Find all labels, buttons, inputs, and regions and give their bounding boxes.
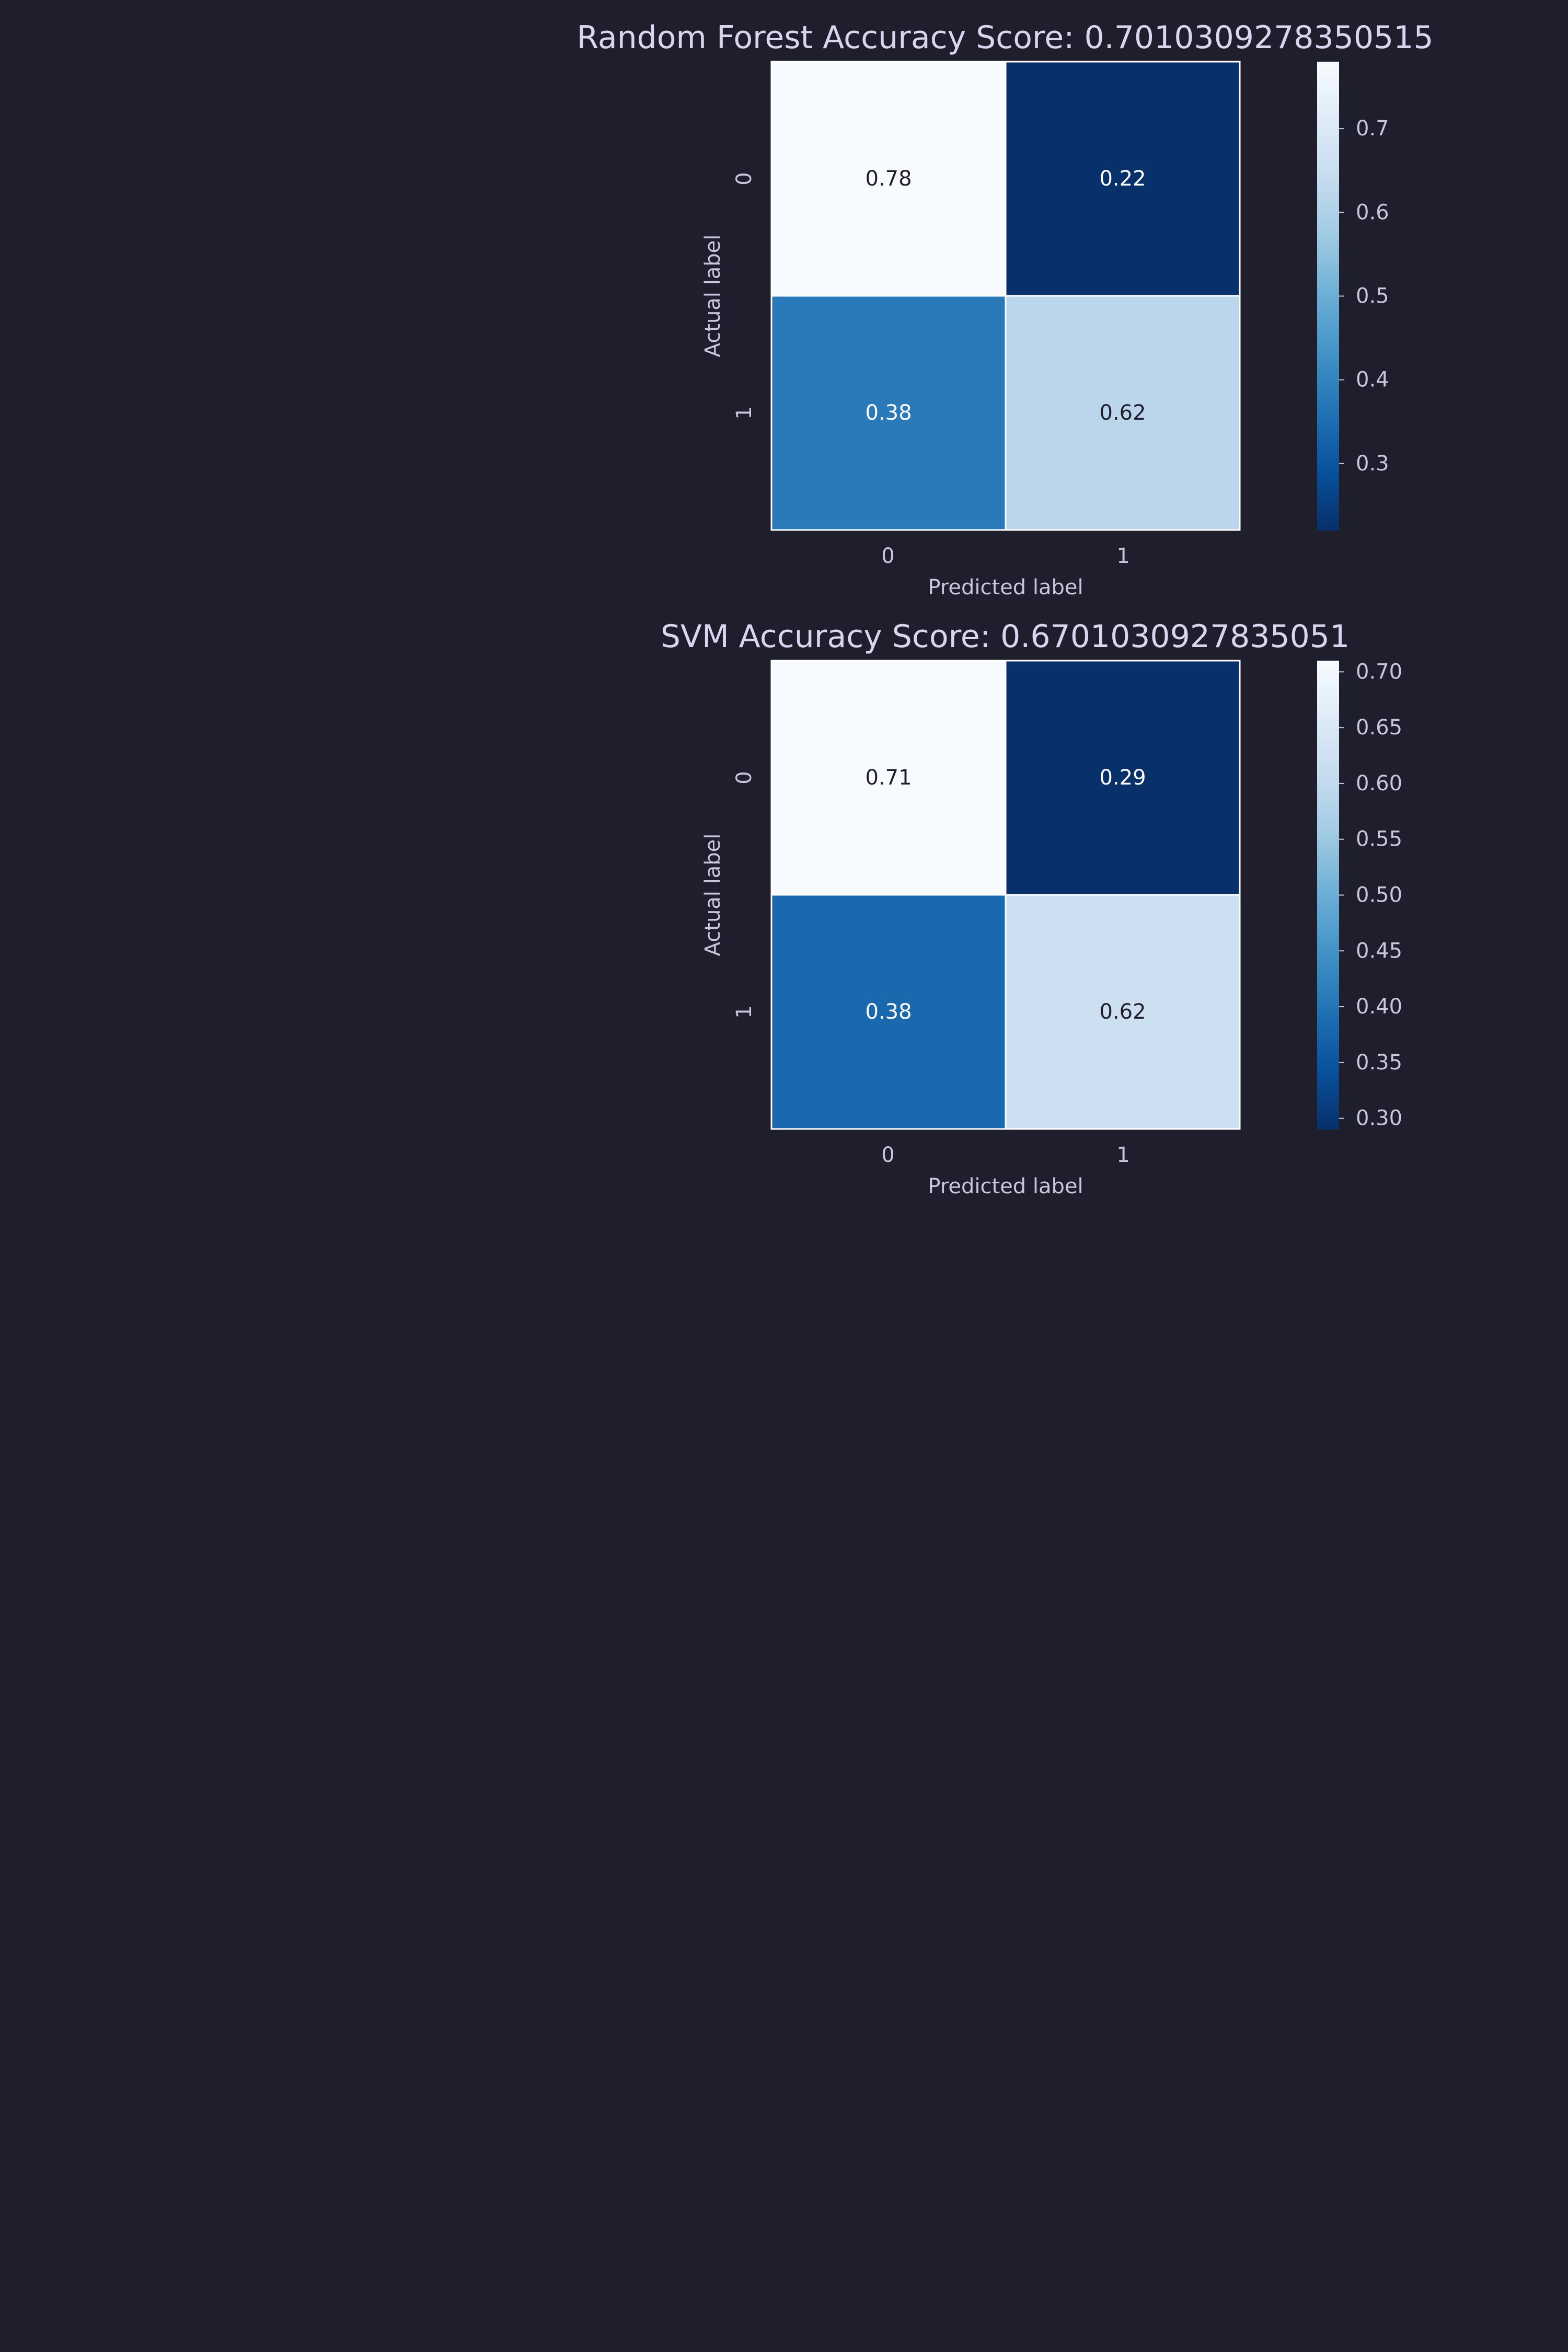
colorbar-tick-label: 0.70	[1356, 660, 1402, 684]
colorbar-tick-label: 0.30	[1356, 1106, 1402, 1131]
heatmap-cell-0-0	[770, 61, 1007, 297]
colorbar-tick-label: 0.40	[1356, 995, 1402, 1019]
confusion-matrix-random-forest: Random Forest Accuracy Score: 0.70103092…	[577, 19, 1433, 599]
colorbar-ticks: 0.30 0.35 0.40 0.45 0.50 0.55 0.60 0.65 0.70	[1339, 660, 1402, 1131]
colorbar	[1317, 62, 1339, 531]
colorbar-tick-label: 0.6	[1356, 200, 1389, 224]
cell-value-label-0-0: 0.78	[865, 167, 912, 191]
cell-value-label-1-0: 0.38	[865, 401, 912, 425]
cell-value-label-0-0: 0.71	[865, 766, 912, 790]
heatmap-cell-1-0	[770, 894, 1007, 1130]
x-tick-label-1: 1	[1116, 1143, 1129, 1167]
colorbar	[1317, 661, 1339, 1129]
cell-value-label-1-1: 0.62	[1099, 1000, 1146, 1024]
x-tick-label-1: 1	[1116, 544, 1129, 568]
colorbar-tick-label: 0.7	[1356, 117, 1389, 141]
colorbar-tick-label: 0.35	[1356, 1051, 1402, 1075]
chart-title: SVM Accuracy Score: 0.6701030927835051	[661, 618, 1350, 655]
y-tick-label-0: 0	[732, 771, 756, 784]
colorbar-tick-label: 0.4	[1356, 368, 1389, 392]
y-axis-label: Actual label	[701, 834, 725, 956]
colorbar-tick-label: 0.45	[1356, 939, 1402, 963]
cell-value-label-1-0: 0.38	[865, 1000, 912, 1024]
cell-value-label-0-1: 0.22	[1099, 167, 1146, 191]
cell-value-label-1-1: 0.62	[1099, 401, 1146, 425]
y-tick-label-1: 1	[732, 406, 756, 419]
y-tick-label-1: 1	[732, 1005, 756, 1018]
heatmap-cell-1-1	[1005, 894, 1241, 1130]
x-tick-label-0: 0	[881, 1143, 894, 1167]
colorbar-tick-label: 0.55	[1356, 827, 1402, 851]
x-axis-label: Predicted label	[928, 1174, 1083, 1198]
confusion-matrix-svm: SVM Accuracy Score: 0.6701030927835051 0…	[661, 618, 1402, 1198]
heatmap-cell-0-1	[1005, 660, 1241, 896]
chart-title: Random Forest Accuracy Score: 0.70103092…	[577, 19, 1433, 56]
colorbar-tick-label: 0.65	[1356, 716, 1402, 740]
cell-annotations: 0.78 0.22 0.38 0.62	[865, 167, 1146, 425]
heatmap-cell-1-0	[770, 295, 1007, 531]
colorbar-tick-label: 0.50	[1356, 883, 1402, 907]
x-axis-label: Predicted label	[928, 575, 1083, 599]
heatmap-cells	[770, 660, 1241, 1130]
y-axis-label: Actual label	[701, 235, 725, 358]
heatmap-cell-1-1	[1005, 295, 1241, 531]
x-tick-label-0: 0	[881, 544, 894, 568]
cell-annotations: 0.71 0.29 0.38 0.62	[865, 766, 1146, 1024]
heatmap-cells	[770, 61, 1241, 531]
y-tick-label-0: 0	[732, 172, 756, 185]
colorbar-ticks: 0.3 0.4 0.5 0.6 0.7	[1339, 117, 1389, 476]
cell-value-label-0-1: 0.29	[1099, 766, 1146, 790]
colorbar-tick-label: 0.5	[1356, 284, 1389, 308]
heatmap-cell-0-1	[1005, 61, 1241, 297]
colorbar-tick-label: 0.60	[1356, 771, 1402, 795]
colorbar-tick-label: 0.3	[1356, 452, 1389, 476]
